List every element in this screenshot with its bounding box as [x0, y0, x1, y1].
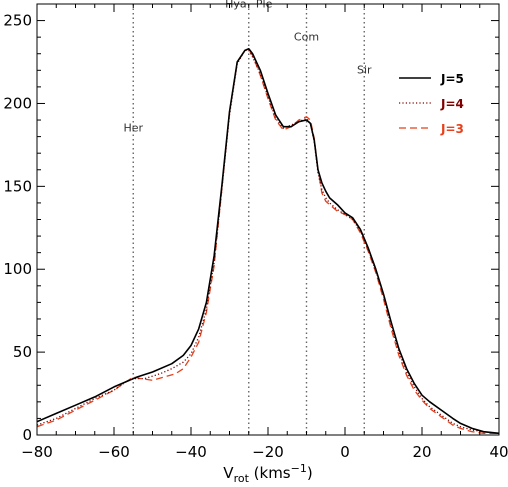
y-tick-label-2: 100: [3, 260, 32, 278]
x-tick-label-4: 0: [340, 443, 350, 461]
series-line-0: [36, 48, 500, 435]
y-tick-label-3: 150: [3, 177, 32, 195]
series-line-1: [36, 49, 500, 434]
legend: J=5 J=4 J=3: [399, 72, 464, 136]
y-tick-label-1: 50: [13, 343, 32, 361]
x-tick-label-3: −20: [252, 443, 284, 461]
legend-label-0: J=5: [440, 72, 464, 86]
reference-label-0: Her: [123, 122, 143, 135]
reference-label-2: Com: [294, 30, 319, 43]
legend-label-2: J=3: [440, 122, 464, 136]
axis-ticks: −80 −60 −40 −20 0 20 40 0 50 100 150 200 250: [3, 3, 508, 461]
y-tick-label-5: 250: [3, 12, 32, 30]
x-axis-label: Vrot (kms−1): [223, 462, 312, 485]
reference-label-3: Sir: [357, 64, 372, 77]
y-tick-label-0: 0: [22, 426, 32, 444]
x-tick-label-1: −60: [98, 443, 130, 461]
x-tick-label-6: 40: [489, 443, 508, 461]
plot-frame: [36, 3, 500, 436]
legend-label-1: J=4: [440, 97, 464, 111]
x-tick-label-0: −80: [21, 443, 53, 461]
series-line-2: [36, 49, 499, 434]
x-tick-label-5: 20: [412, 443, 431, 461]
y-tick-label-4: 200: [3, 94, 32, 112]
x-tick-label-2: −40: [175, 443, 207, 461]
